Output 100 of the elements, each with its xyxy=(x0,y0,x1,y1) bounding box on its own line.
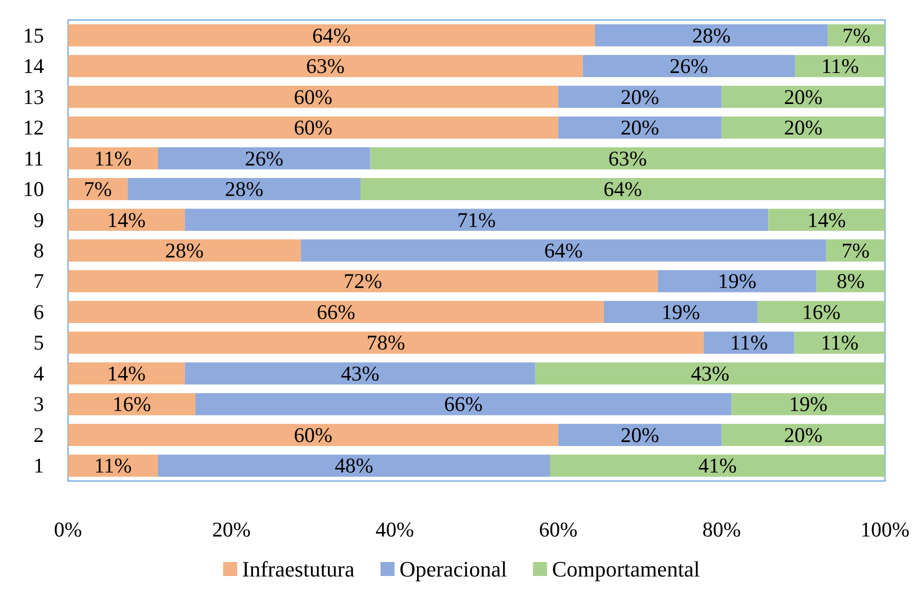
bar xyxy=(158,454,550,477)
data-label: 71% xyxy=(457,208,496,232)
y-tick-label: 4 xyxy=(34,361,44,386)
bar xyxy=(68,393,196,416)
bar xyxy=(128,178,360,200)
y-tick-label: 15 xyxy=(23,23,44,48)
bar xyxy=(535,362,885,384)
bar xyxy=(360,178,885,200)
data-label: 11% xyxy=(730,330,768,355)
data-label: 19% xyxy=(718,269,756,294)
data-label: 66% xyxy=(316,300,356,324)
bar xyxy=(68,239,301,262)
bar xyxy=(68,147,158,170)
data-label: 66% xyxy=(444,392,483,416)
data-label: 64% xyxy=(312,23,351,48)
data-label: 14% xyxy=(807,208,846,232)
bar xyxy=(582,55,796,78)
bar xyxy=(558,116,722,139)
data-label: 43% xyxy=(690,361,730,386)
data-label: 26% xyxy=(670,54,708,78)
bar xyxy=(68,24,595,46)
bar xyxy=(816,270,885,292)
bar xyxy=(68,208,185,231)
y-tick-label: 2 xyxy=(34,422,44,447)
bar xyxy=(795,55,885,78)
bar xyxy=(722,116,885,139)
data-label: 20% xyxy=(620,116,660,140)
bar xyxy=(68,454,158,477)
bar xyxy=(68,86,558,108)
x-tick-label: 0% xyxy=(54,518,82,542)
x-tick-label: 20% xyxy=(212,518,251,542)
data-label: 20% xyxy=(784,84,823,109)
bar xyxy=(722,424,885,446)
bar xyxy=(550,454,885,477)
bar xyxy=(158,147,370,170)
y-tick-label: 8 xyxy=(34,238,44,262)
y-tick-label: 9 xyxy=(34,208,44,232)
data-label: 11% xyxy=(821,54,859,78)
data-label: 20% xyxy=(620,84,660,109)
bar xyxy=(68,362,185,384)
data-label: 11% xyxy=(94,146,132,170)
bar xyxy=(68,424,558,446)
data-label: 11% xyxy=(820,330,859,355)
bar xyxy=(604,300,758,324)
y-tick-label: 10 xyxy=(23,177,44,202)
bar xyxy=(370,147,885,170)
data-label: 64% xyxy=(544,238,583,262)
x-tick-label: 80% xyxy=(702,518,741,542)
bar xyxy=(184,208,768,231)
bar xyxy=(704,332,794,354)
bar xyxy=(68,300,604,324)
bar xyxy=(758,300,885,324)
x-tick-label: 100% xyxy=(860,518,910,542)
data-label: 72% xyxy=(344,269,382,294)
bar xyxy=(722,86,885,108)
data-label: 11% xyxy=(94,454,132,478)
data-label: 20% xyxy=(620,422,660,447)
y-tick-label: 12 xyxy=(23,116,44,140)
data-label: 19% xyxy=(662,300,700,324)
y-tick-label: 1 xyxy=(34,454,44,478)
bar xyxy=(768,208,885,231)
data-label: 60% xyxy=(294,116,332,140)
data-label: 41% xyxy=(698,454,737,478)
y-tick-label: 6 xyxy=(34,300,44,324)
data-label: 16% xyxy=(802,300,841,324)
bar xyxy=(68,116,558,139)
data-label: 8% xyxy=(836,269,865,294)
bar xyxy=(658,270,816,292)
data-label: 48% xyxy=(334,454,374,478)
data-label: 64% xyxy=(603,177,642,202)
data-label: 7% xyxy=(84,177,112,202)
y-tick-label: 13 xyxy=(23,84,44,109)
bar xyxy=(300,239,826,262)
data-label: 60% xyxy=(294,84,332,109)
data-label: 60% xyxy=(294,422,332,447)
y-tick-label: 14 xyxy=(23,54,44,78)
data-label: 78% xyxy=(366,330,406,355)
legend-label: Infraestutura xyxy=(242,556,355,582)
data-label: 14% xyxy=(107,361,146,386)
bar xyxy=(558,424,722,446)
data-label: 14% xyxy=(107,208,146,232)
data-label: 20% xyxy=(784,422,823,447)
bar xyxy=(731,393,885,416)
x-tick-label: 60% xyxy=(538,518,578,542)
data-label: 28% xyxy=(224,177,264,202)
bar xyxy=(68,270,658,292)
data-label: 63% xyxy=(306,54,345,78)
legend-label: Operacional xyxy=(400,556,508,582)
bar xyxy=(794,332,885,354)
data-label: 7% xyxy=(842,238,870,262)
y-tick-label: 3 xyxy=(34,392,44,416)
data-label: 28% xyxy=(165,238,204,262)
y-tick-label: 7 xyxy=(34,269,44,294)
bar xyxy=(184,362,536,384)
x-tick-label: 40% xyxy=(376,518,414,542)
data-label: 63% xyxy=(608,146,647,170)
data-label: 28% xyxy=(692,23,731,48)
data-label: 16% xyxy=(112,392,151,416)
bar xyxy=(68,55,583,78)
data-label: 7% xyxy=(842,23,870,48)
